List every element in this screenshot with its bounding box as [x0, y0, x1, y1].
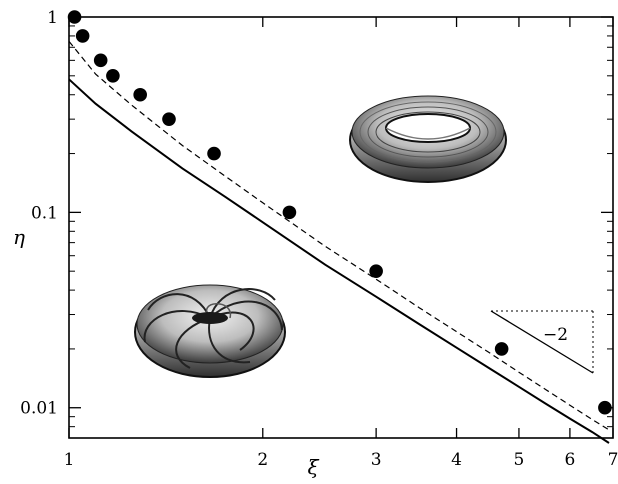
- series-layer: [68, 41, 610, 444]
- data-point: [598, 400, 612, 415]
- data-point: [369, 264, 383, 278]
- y-axis-title: η: [13, 225, 25, 249]
- data-point: [133, 87, 147, 102]
- slope-triangle: −2: [490, 310, 594, 374]
- x-tick-label: 6: [564, 450, 575, 470]
- data-point: [75, 29, 90, 43]
- x-tick-label: 2: [257, 450, 268, 470]
- x-tick-label: 5: [514, 450, 525, 470]
- slope-label: −2: [543, 325, 568, 345]
- data-point: [207, 146, 221, 161]
- x-tick-label: 3: [371, 450, 382, 470]
- data-point: [494, 342, 509, 356]
- y-tick-label: 0.01: [20, 399, 58, 419]
- data-point: [106, 69, 120, 83]
- tick-labels: 1 2 3 4 5 6 7 1 0.1 0.01: [20, 8, 618, 470]
- y-tick-label: 0.1: [31, 203, 58, 223]
- data-point: [67, 10, 82, 24]
- plot-frame: [68, 16, 614, 439]
- x-tick-label: 7: [608, 450, 618, 470]
- y-tick-label: 1: [47, 8, 58, 28]
- axis-ticks: [68, 16, 614, 438]
- torus-twisted-icon: [134, 284, 286, 378]
- marker-layer: [67, 10, 612, 415]
- x-tick-label: 1: [64, 450, 75, 470]
- data-point: [162, 112, 176, 126]
- x-tick-label: 4: [451, 450, 462, 470]
- x-axis-title: ξ: [307, 455, 319, 479]
- torus-smooth-icon: [349, 95, 507, 183]
- data-point: [282, 205, 297, 220]
- dashed-line-series: [68, 41, 610, 431]
- data-point: [93, 53, 108, 68]
- solid-line-series: [68, 78, 610, 444]
